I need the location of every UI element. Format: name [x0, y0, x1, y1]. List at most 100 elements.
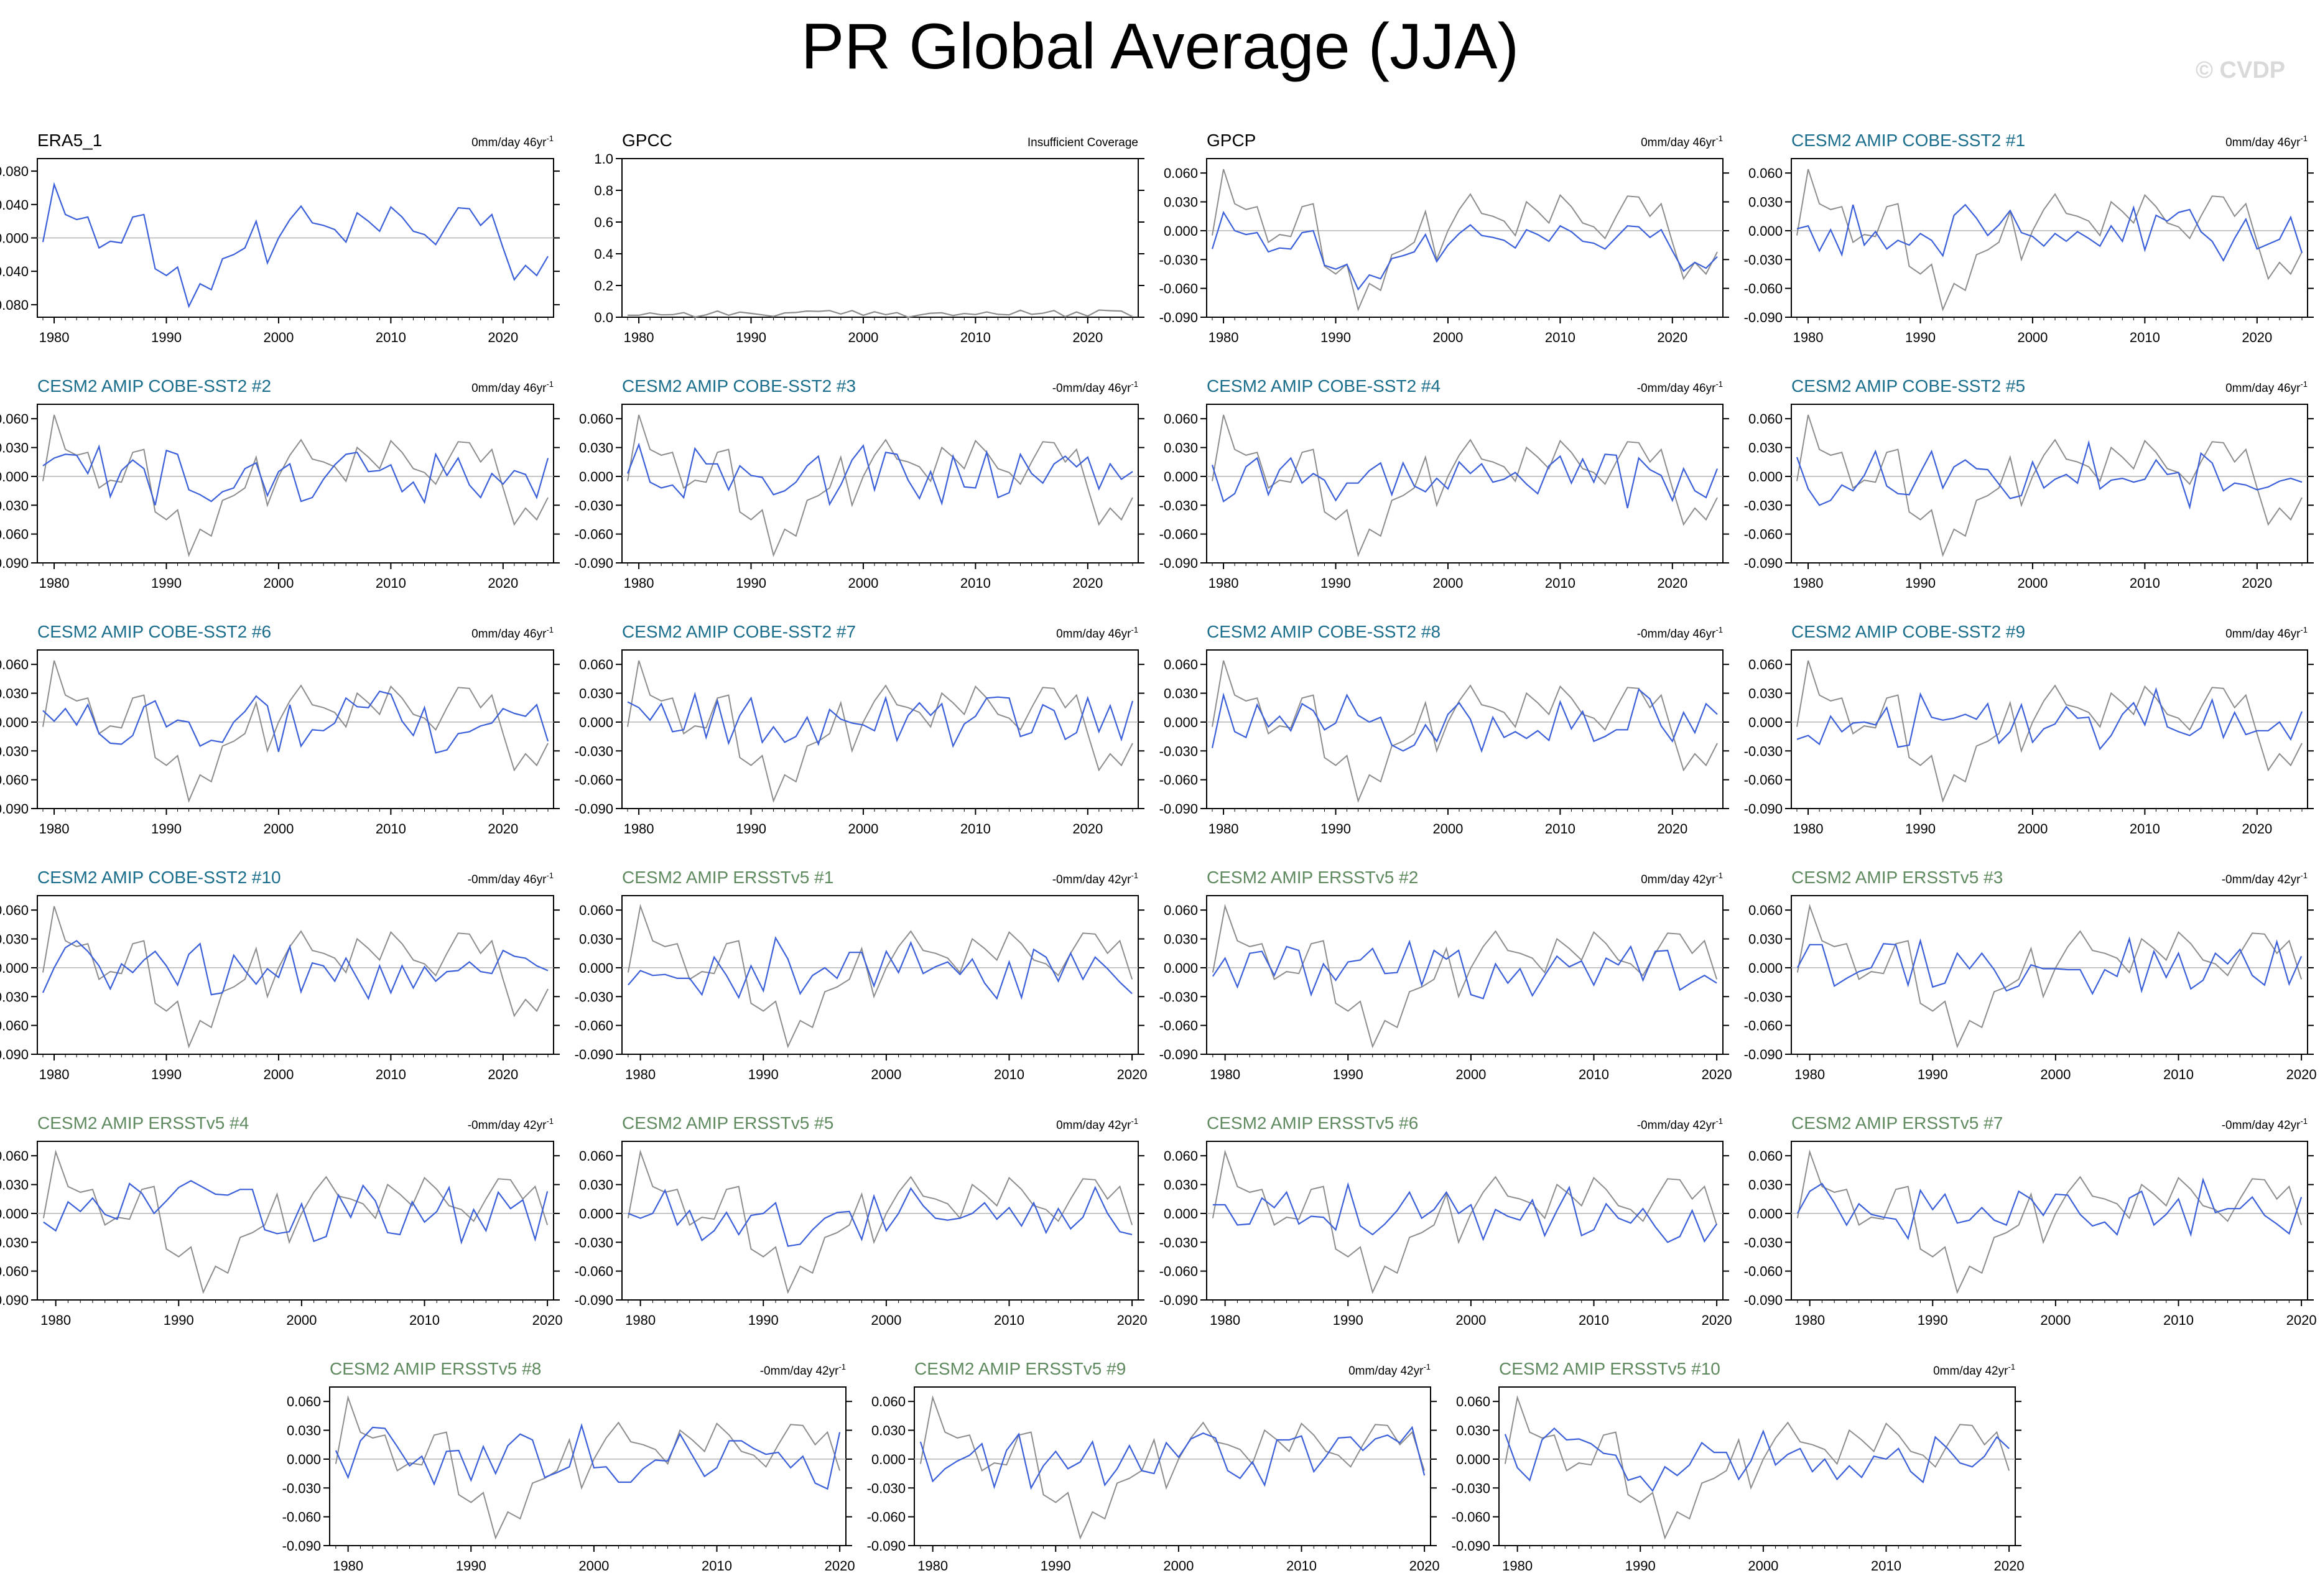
panel-cesm2-amip-ersstv5-6: CESM2 AMIP ERSSTv5 #6 -0mm/day 42yr-1 0.06…	[1159, 1113, 1732, 1328]
y-tick-label: 0.000	[287, 1452, 321, 1467]
panel-cesm2-amip-ersstv5-7: CESM2 AMIP ERSSTv5 #7 -0mm/day 42yr-1 0.06…	[1744, 1113, 2317, 1328]
reference-series-line	[627, 904, 1133, 1049]
panel-trend-label: 0mm/day 42yr-1	[1933, 1362, 2015, 1378]
y-tick-label: -0.060	[1744, 772, 1783, 788]
y-tick-label: -0.060	[1159, 772, 1198, 788]
series-line	[1796, 440, 2303, 510]
y-tick-label: -0.060	[0, 1264, 29, 1279]
y-tick-label: -0.040	[0, 264, 29, 279]
reference-series-line	[335, 1395, 841, 1540]
y-tick-label: -0.060	[1159, 1018, 1198, 1034]
panel-cesm2-amip-cobe-sst2-6: CESM2 AMIP COBE-SST2 #6 0mm/day 46yr-1 0.0…	[0, 622, 560, 837]
series-line	[1211, 210, 1718, 291]
panel-trend-label: 0mm/day 42yr-1	[1348, 1362, 1431, 1378]
x-tick-label: 2010	[1545, 330, 1575, 345]
x-tick-label: 2000	[263, 1067, 294, 1082]
y-tick-label: -0.090	[867, 1538, 906, 1554]
y-tick-label: -0.090	[1744, 310, 1783, 325]
y-tick-label: 0.030	[1164, 686, 1198, 702]
reference-series-line	[42, 414, 549, 557]
y-tick-label: 0.030	[1748, 1177, 1783, 1193]
panel-trend-label: -0mm/day 42yr-1	[1052, 871, 1138, 886]
y-tick-label: -0.030	[0, 498, 29, 513]
series-line	[1212, 939, 1717, 1000]
y-tick-label: 0.000	[871, 1452, 906, 1467]
x-tick-label: 2000	[2017, 575, 2048, 591]
panel-cesm2-amip-cobe-sst2-7: CESM2 AMIP COBE-SST2 #7 0mm/day 46yr-1 0.0…	[575, 622, 1144, 837]
x-tick-label: 2000	[871, 1312, 901, 1328]
y-tick-label: 0.030	[1456, 1423, 1490, 1439]
y-tick-label: 0.080	[0, 164, 29, 179]
x-tick-label: 2000	[1432, 575, 1463, 591]
y-tick-label: 0.030	[871, 1423, 906, 1439]
y-tick-label: 0.060	[579, 1148, 613, 1164]
reference-series-line	[42, 1149, 549, 1294]
x-tick-label: 1980	[1210, 1312, 1240, 1328]
y-tick-label: -0.030	[575, 1235, 613, 1250]
x-tick-label: 2020	[1702, 1312, 1732, 1328]
y-tick-label: -0.060	[575, 1264, 613, 1279]
x-tick-label: 2010	[1286, 1558, 1317, 1574]
y-tick-label: 0.060	[871, 1394, 906, 1409]
y-tick-label: 0.000	[1748, 715, 1783, 730]
panel-frame	[1791, 1141, 2308, 1301]
panel-title: CESM2 AMIP COBE-SST2 #7	[622, 622, 856, 641]
x-tick-label: 2020	[1657, 575, 1687, 591]
y-tick-label: 0.030	[1748, 440, 1783, 456]
x-tick-label: 2010	[960, 821, 991, 837]
series-line	[628, 1185, 1133, 1247]
reference-series-line	[42, 906, 549, 1049]
y-tick-label: 0.030	[1164, 440, 1198, 456]
panel-title: CESM2 AMIP COBE-SST2 #3	[622, 376, 856, 396]
x-tick-label: 1980	[39, 821, 70, 837]
y-tick-label: 0.060	[1164, 1148, 1198, 1164]
x-tick-label: 2010	[376, 330, 406, 345]
y-tick-label: -0.030	[1744, 743, 1783, 759]
x-tick-label: 1990	[1905, 575, 1936, 591]
y-tick-label: -0.090	[1159, 310, 1198, 325]
x-tick-label: 1980	[624, 821, 654, 837]
x-tick-label: 1990	[748, 1312, 779, 1328]
x-tick-label: 1990	[151, 330, 182, 345]
reference-series-line	[1796, 1149, 2303, 1294]
x-tick-label: 2020	[2286, 1067, 2317, 1082]
x-tick-label: 1980	[39, 1067, 70, 1082]
x-tick-label: 2010	[2130, 821, 2160, 837]
panel-title: CESM2 AMIP COBE-SST2 #10	[37, 868, 281, 887]
panel-trend-label: 0mm/day 46yr-1	[2225, 134, 2308, 149]
x-tick-label: 2000	[1455, 1312, 1486, 1328]
y-tick-label: 0.060	[287, 1394, 321, 1409]
y-tick-label: 0.000	[0, 469, 29, 485]
panel-title: CESM2 AMIP ERSSTv5 #6	[1207, 1113, 1418, 1133]
panel-cesm2-amip-cobe-sst2-9: CESM2 AMIP COBE-SST2 #9 0mm/day 46yr-1 0.0…	[1744, 622, 2314, 837]
x-tick-label: 1990	[151, 1067, 182, 1082]
x-tick-label: 1990	[1905, 821, 1936, 837]
x-tick-label: 2020	[532, 1312, 563, 1328]
x-tick-label: 1990	[736, 575, 766, 591]
x-tick-label: 1980	[1209, 575, 1239, 591]
x-tick-label: 2000	[2017, 821, 2048, 837]
x-tick-label: 2010	[1871, 1558, 1901, 1574]
x-tick-label: 2000	[871, 1067, 901, 1082]
series-line	[42, 690, 549, 754]
y-tick-label: 0.060	[0, 657, 29, 672]
series-line	[1796, 936, 2303, 996]
panel-cesm2-amip-ersstv5-9: CESM2 AMIP ERSSTv5 #9 0mm/day 42yr-1 0.060…	[867, 1359, 1440, 1574]
y-tick-label: 0.000	[1164, 960, 1198, 976]
x-tick-label: 1990	[1333, 1067, 1363, 1082]
y-tick-label: 0.060	[579, 657, 613, 672]
x-tick-label: 1990	[736, 330, 766, 345]
panel-cesm2-amip-cobe-sst2-4: CESM2 AMIP COBE-SST2 #4 -0mm/day 46yr-1 0.…	[1159, 376, 1729, 591]
panel-trend-label: -0mm/day 42yr-1	[2222, 1116, 2308, 1132]
x-tick-label: 2000	[1432, 330, 1463, 345]
y-tick-label: 0.060	[1164, 165, 1198, 181]
panel-trend-label: -0mm/day 46yr-1	[1052, 379, 1138, 395]
x-tick-label: 1980	[1210, 1067, 1240, 1082]
x-tick-label: 2020	[1117, 1067, 1148, 1082]
x-tick-label: 1990	[1320, 575, 1351, 591]
x-tick-label: 1980	[917, 1558, 948, 1574]
y-tick-label: 0.060	[1164, 657, 1198, 672]
y-tick-label: 0.000	[1164, 1206, 1198, 1222]
y-tick-label: 0.030	[1164, 195, 1198, 210]
x-tick-label: 2000	[2040, 1067, 2071, 1082]
